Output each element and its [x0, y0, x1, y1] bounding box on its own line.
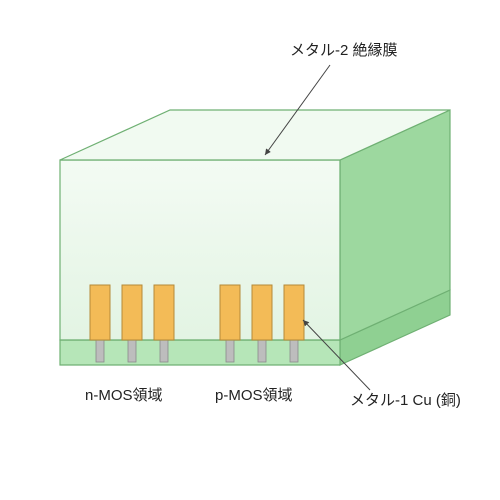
via	[128, 340, 136, 362]
via	[160, 340, 168, 362]
metal-1-post	[154, 285, 174, 340]
label-nmos-region: n-MOS領域	[85, 387, 163, 404]
via	[290, 340, 298, 362]
via	[226, 340, 234, 362]
metal-1-post	[252, 285, 272, 340]
metal-1-post	[122, 285, 142, 340]
label-pmos-region: p-MOS領域	[215, 387, 293, 404]
label-metal1-cu: メタル-1 Cu (銅)	[350, 392, 461, 409]
label-metal2-dielectric: メタル-2 絶縁膜	[290, 42, 398, 59]
metal-1-post	[220, 285, 240, 340]
via	[96, 340, 104, 362]
metal-1-post	[90, 285, 110, 340]
via	[258, 340, 266, 362]
cmos-cross-section-diagram: メタル-2 絶縁膜 n-MOS領域 p-MOS領域 メタル-1 Cu (銅)	[0, 0, 500, 500]
metal-1-post	[284, 285, 304, 340]
